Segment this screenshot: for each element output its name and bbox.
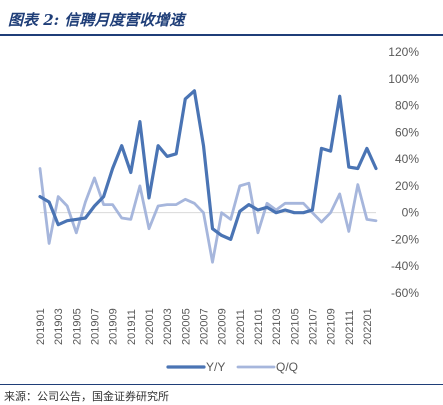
series-line-qq [38, 167, 378, 264]
x-tick-label: 202111 [344, 310, 356, 345]
x-tick-label: 201903 [53, 308, 65, 345]
y-tick-label: 100% [388, 72, 419, 86]
x-tick-label: 202103 [271, 308, 283, 345]
y-tick-label: 40% [395, 152, 419, 166]
x-tick-label: 202003 [162, 308, 174, 345]
y-tick-label: 60% [395, 125, 419, 139]
x-tick-label: 201911 [126, 309, 138, 345]
line-chart: -60% -40% -20% 0% 20% 40% 60% 80% 100% 120% 201901… [35, 45, 420, 374]
x-tick-label: 202101 [253, 308, 265, 345]
title-divider [0, 34, 443, 36]
x-tick-label: 202109 [326, 308, 338, 345]
x-tick-label: 202105 [289, 308, 301, 345]
series-line-yy [38, 89, 378, 241]
y-tick-label: -40% [391, 259, 419, 273]
x-tick-label: 202201 [362, 308, 374, 345]
y-tick-label: -60% [391, 286, 419, 300]
x-tick-label: 201909 [108, 308, 120, 345]
page-title: 图表 2: 信聘月度营收增速 [8, 11, 185, 29]
x-tick-label: 201901 [35, 308, 47, 345]
x-tick-label: 202107 [307, 308, 319, 345]
footer-divider [0, 384, 443, 385]
y-tick-label: -20% [391, 232, 419, 246]
x-tick-label: 201905 [71, 308, 83, 345]
y-tick-label: 0% [402, 206, 420, 220]
x-tick-label: 202009 [217, 308, 229, 345]
title-bar: 图表 2: 信聘月度营收增速 [0, 0, 443, 36]
y-tick-label: 20% [395, 179, 419, 193]
x-tick-label: 202011 [235, 309, 247, 345]
y-tick-label: 80% [395, 99, 419, 113]
x-tick-label: 202005 [180, 308, 192, 345]
source-note: 来源：公司公告，国金证券研究所 [4, 390, 169, 403]
x-tick-label: 201907 [89, 308, 101, 345]
x-tick-label: 202007 [198, 308, 210, 345]
x-tick-label: 202001 [144, 308, 156, 345]
legend-label-qq: Q/Q [276, 360, 298, 374]
y-tick-label: 120% [388, 45, 419, 59]
legend-label-yy: Y/Y [206, 360, 225, 374]
